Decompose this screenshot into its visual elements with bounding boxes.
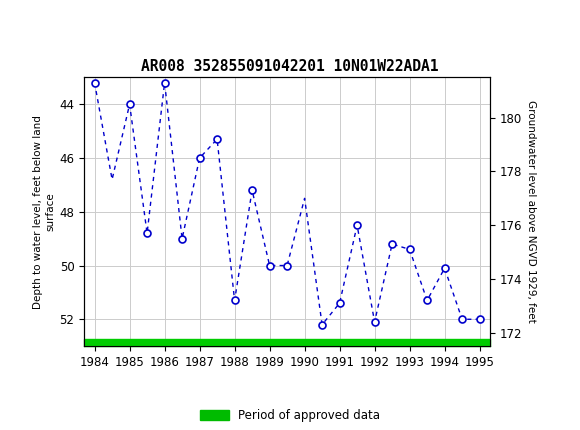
Bar (84, 339, 490, 346)
Legend: Period of approved data: Period of approved data (200, 409, 380, 422)
Y-axis label: Depth to water level, feet below land
surface: Depth to water level, feet below land su… (33, 115, 55, 309)
Text: USGS: USGS (52, 18, 116, 37)
Text: AR008 352855091042201 10N01W22ADA1: AR008 352855091042201 10N01W22ADA1 (142, 59, 438, 74)
Y-axis label: Groundwater level above NGVD 1929, feet: Groundwater level above NGVD 1929, feet (527, 100, 536, 323)
